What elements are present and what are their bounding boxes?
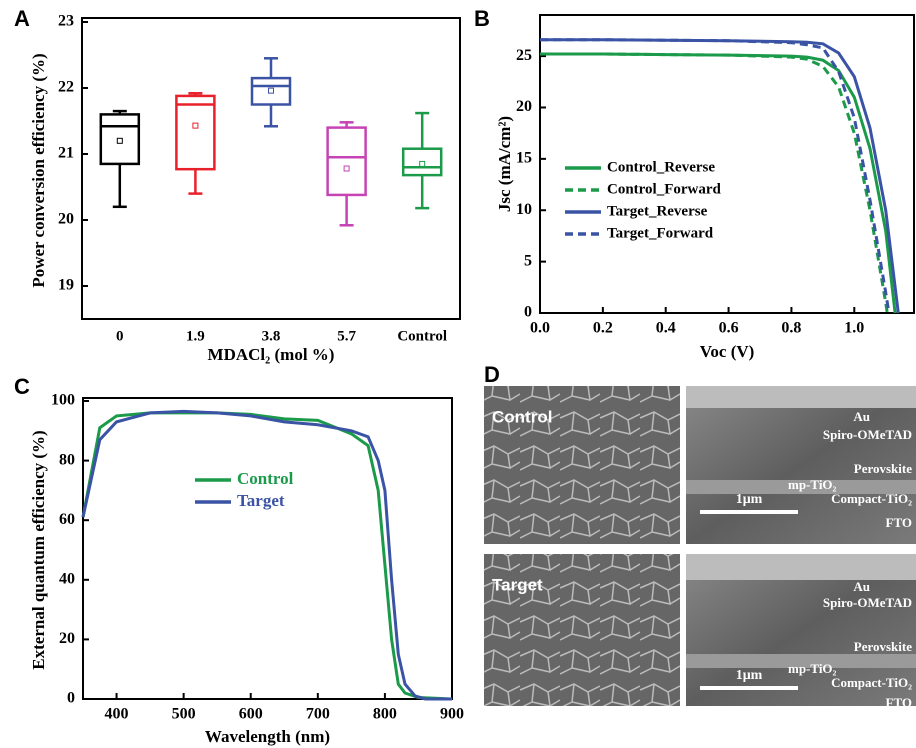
- mean: [419, 160, 426, 167]
- box: [175, 94, 216, 171]
- series-line: [540, 52, 897, 314]
- y-tick-label: 22: [58, 79, 74, 96]
- x-tick-label: 500: [172, 706, 196, 723]
- x-tick-label: 0.0: [530, 320, 550, 337]
- tio2-layer: [686, 654, 916, 668]
- tio2-layer: [686, 480, 916, 494]
- layer-label: Perovskite: [854, 639, 912, 654]
- mean: [116, 137, 123, 144]
- series-line: [540, 38, 891, 314]
- y-tick-label: 0: [67, 690, 75, 707]
- x-tick-label: 3.8: [262, 328, 281, 344]
- x-tick-label: 0: [116, 328, 124, 344]
- plot-frame: [82, 397, 453, 700]
- y-tick-label: 20: [58, 211, 74, 228]
- y-tick-label: 100: [51, 392, 75, 409]
- y-tick-label: 21: [58, 145, 74, 162]
- y-tick-label: 60: [59, 511, 75, 528]
- x-tick-label: 1.9: [186, 328, 205, 344]
- mean: [268, 87, 274, 94]
- layer-label: Compact-TiO₂: [831, 491, 912, 506]
- panel-label: D: [484, 362, 500, 387]
- layer-label: Au: [853, 409, 870, 424]
- y-tick-label: 23: [58, 13, 74, 30]
- y-tick-label: 40: [59, 570, 75, 587]
- x-tick-label: 0.8: [781, 320, 801, 337]
- x-tick-label: 600: [239, 706, 263, 723]
- scale-bar-label: 1μm: [736, 668, 763, 683]
- x-tick-label: 0.6: [719, 320, 739, 337]
- y-tick-label: 19: [58, 277, 74, 294]
- y-axis-title: Power conversion efficiency (%): [29, 53, 48, 287]
- y-tick-label: 20: [516, 98, 532, 115]
- x-tick-label: 1.0: [844, 320, 864, 337]
- x-tick-label: 800: [373, 706, 397, 723]
- box: [250, 76, 292, 106]
- x-tick-label: 400: [105, 706, 129, 723]
- y-tick-label: 25: [516, 47, 532, 64]
- series-line: [81, 411, 453, 701]
- y-tick-label: 15: [516, 150, 532, 167]
- x-tick-label: 900: [440, 706, 464, 723]
- legend-label: Control: [237, 469, 294, 488]
- series-line: [81, 409, 452, 701]
- box: [401, 147, 443, 177]
- box: [99, 113, 141, 166]
- plot-frame: [81, 17, 461, 320]
- image-label: Target: [492, 575, 543, 594]
- legend-label: Control_Reverse: [607, 159, 715, 175]
- layer-label: mp-TiO₂: [788, 477, 837, 492]
- x-tick-label: Control: [397, 328, 447, 344]
- layer-label: mp-TiO₂: [788, 661, 837, 676]
- x-axis-title: MDACl₂ (mol %): [208, 345, 335, 364]
- layer-label: Au: [853, 579, 870, 594]
- sem-cross-section: [686, 386, 916, 544]
- y-tick-label: 5: [524, 252, 532, 269]
- layer-label: Perovskite: [854, 461, 912, 476]
- y-tick-label: 20: [59, 630, 75, 647]
- layer-label: FTO: [886, 695, 913, 710]
- y-tick-label: 80: [59, 451, 75, 468]
- box: [326, 126, 367, 197]
- mean: [343, 165, 350, 172]
- x-tick-label: 700: [306, 706, 330, 723]
- panel-label: A: [14, 6, 30, 31]
- y-tick-label: 10: [516, 201, 532, 218]
- x-axis-title: Wavelength (nm): [205, 727, 330, 746]
- image-label: Control: [492, 407, 552, 426]
- legend-label: Target_Reverse: [607, 203, 708, 219]
- layer-label: FTO: [886, 515, 913, 530]
- layer-label: Spiro-OMeTAD: [823, 427, 912, 442]
- x-axis-title: Voc (V): [700, 342, 755, 361]
- legend-label: Control_Forward: [607, 181, 722, 197]
- legend-label: Target_Forward: [607, 225, 714, 241]
- y-axis-title: External quantum efficiency (%): [29, 430, 48, 669]
- layer-label: Compact-TiO₂: [831, 675, 912, 690]
- sem-top-view: [484, 386, 680, 544]
- plot-frame: [539, 14, 915, 314]
- au-layer: [686, 554, 916, 580]
- mean: [192, 122, 199, 129]
- x-tick-label: 0.4: [656, 320, 676, 337]
- scale-bar-label: 1μm: [736, 492, 763, 507]
- x-tick-label: 0.2: [593, 320, 613, 337]
- x-tick-label: 5.7: [337, 328, 356, 344]
- panel-label: C: [14, 374, 30, 399]
- au-layer: [686, 386, 916, 408]
- y-tick-label: 0: [524, 304, 532, 321]
- layer-label: Spiro-OMeTAD: [823, 595, 912, 610]
- legend-label: Target: [237, 491, 285, 510]
- sem-top-view: [484, 554, 680, 706]
- series-line: [540, 38, 900, 314]
- y-axis-title: Jsc (mA/cm²): [495, 116, 514, 212]
- panel-label: B: [474, 6, 490, 31]
- sem-images: [484, 386, 916, 706]
- series-line: [540, 52, 889, 314]
